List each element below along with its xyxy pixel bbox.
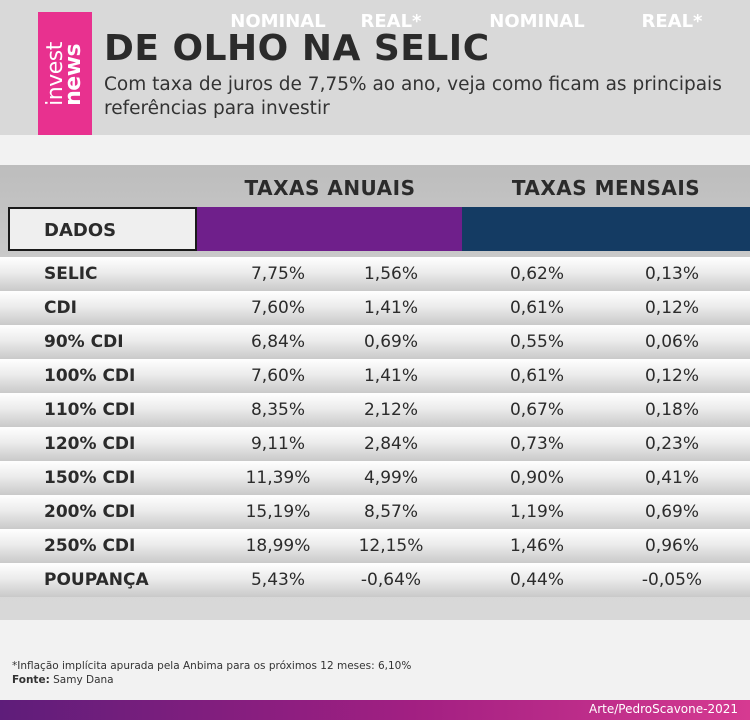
monthly-real-value: 0,18% <box>644 400 699 420</box>
table-row: POUPANÇA 5,43% -0,64% 0,44% -0,05% <box>0 563 750 597</box>
annual-real-value: -0,64% <box>360 570 422 590</box>
annual-real-value: 0,69% <box>363 332 418 352</box>
annual-nominal-value: 6,84% <box>250 332 305 352</box>
monthly-nominal-value: 0,55% <box>509 332 564 352</box>
table-row: 90% CDI 6,84% 0,69% 0,55% 0,06% <box>0 325 750 359</box>
row-label: 110% CDI <box>44 400 136 420</box>
annual-nominal-value: 18,99% <box>245 536 311 556</box>
monthly-nominal-value: 1,19% <box>509 502 564 522</box>
monthly-nominal-value: 0,73% <box>509 434 564 454</box>
row-label: 200% CDI <box>44 502 136 522</box>
annual-real-value: 4,99% <box>363 468 418 488</box>
group-header-monthly: TAXAS MENSAIS <box>511 176 701 200</box>
monthly-real-value: 0,23% <box>644 434 699 454</box>
monthly-real-value: 0,69% <box>644 502 699 522</box>
source-line: Fonte: Samy Dana <box>12 674 114 686</box>
row-label: 150% CDI <box>44 468 136 488</box>
annual-nominal-value: 11,39% <box>245 468 311 488</box>
table-row: 150% CDI 11,39% 4,99% 0,90% 0,41% <box>0 461 750 495</box>
investnews-logo: invest news <box>38 12 92 135</box>
annual-nominal-value: 5,43% <box>250 570 305 590</box>
annual-nominal-value: 7,60% <box>250 298 305 318</box>
monthly-nominal-value: 0,67% <box>509 400 564 420</box>
monthly-nominal-value: 0,44% <box>509 570 564 590</box>
header-annual-band <box>197 207 462 251</box>
row-label: SELIC <box>44 264 98 284</box>
annual-nominal-value: 9,11% <box>250 434 305 454</box>
monthly-real-value: -0,05% <box>641 570 703 590</box>
table-row: 100% CDI 7,60% 1,41% 0,61% 0,12% <box>0 359 750 393</box>
bottom-bar: Arte/PedroScavone-2021 <box>0 700 750 720</box>
header-dados-cell: DADOS <box>8 207 197 251</box>
source-label: Fonte: <box>12 674 50 686</box>
logo-text: invest news <box>43 42 86 106</box>
row-label: 250% CDI <box>44 536 136 556</box>
header-nominal-annual: NOMINAL <box>230 11 326 32</box>
page-subtitle: Com taxa de juros de 7,75% ao ano, veja … <box>104 74 722 119</box>
annual-real-value: 12,15% <box>358 536 424 556</box>
annual-nominal-value: 15,19% <box>245 502 311 522</box>
group-header-annual: TAXAS ANUAIS <box>244 176 416 200</box>
annual-nominal-value: 7,75% <box>250 264 305 284</box>
annual-real-value: 1,41% <box>363 298 418 318</box>
monthly-real-value: 0,12% <box>644 366 699 386</box>
monthly-real-value: 0,96% <box>644 536 699 556</box>
monthly-nominal-value: 0,61% <box>509 298 564 318</box>
monthly-real-value: 0,06% <box>644 332 699 352</box>
annual-real-value: 2,12% <box>363 400 418 420</box>
row-label: 120% CDI <box>44 434 136 454</box>
art-credit: Arte/PedroScavone-2021 <box>589 702 738 716</box>
inflation-footnote: *Inflação implícita apurada pela Anbima … <box>12 660 412 672</box>
annual-nominal-value: 8,35% <box>250 400 305 420</box>
annual-real-value: 1,41% <box>363 366 418 386</box>
table-row: 110% CDI 8,35% 2,12% 0,67% 0,18% <box>0 393 750 427</box>
header-monthly-band <box>462 207 750 251</box>
monthly-nominal-value: 1,46% <box>509 536 564 556</box>
annual-nominal-value: 7,60% <box>250 366 305 386</box>
row-label: POUPANÇA <box>44 570 149 590</box>
header-real-annual: REAL* <box>360 11 422 32</box>
header: invest news DE OLHO NA SELIC Com taxa de… <box>0 0 750 135</box>
annual-real-value: 8,57% <box>363 502 418 522</box>
table-row: 200% CDI 15,19% 8,57% 1,19% 0,69% <box>0 495 750 529</box>
row-label: 100% CDI <box>44 366 136 386</box>
header-dados-label: DADOS <box>44 220 117 241</box>
row-label: CDI <box>44 298 77 318</box>
monthly-real-value: 0,12% <box>644 298 699 318</box>
table-row: 120% CDI 9,11% 2,84% 0,73% 0,23% <box>0 427 750 461</box>
table-row: 250% CDI 18,99% 12,15% 1,46% 0,96% <box>0 529 750 563</box>
monthly-nominal-value: 0,61% <box>509 366 564 386</box>
monthly-real-value: 0,41% <box>644 468 699 488</box>
header-nominal-monthly: NOMINAL <box>489 11 585 32</box>
source-value: Samy Dana <box>49 674 114 686</box>
monthly-real-value: 0,13% <box>644 264 699 284</box>
annual-real-value: 2,84% <box>363 434 418 454</box>
monthly-nominal-value: 0,62% <box>509 264 564 284</box>
separator-band <box>0 135 750 165</box>
row-label: 90% CDI <box>44 332 124 352</box>
annual-real-value: 1,56% <box>363 264 418 284</box>
footer <box>0 620 750 700</box>
table-row: CDI 7,60% 1,41% 0,61% 0,12% <box>0 291 750 325</box>
table-row: SELIC 7,75% 1,56% 0,62% 0,13% <box>0 257 750 291</box>
logo-line-2: news <box>61 43 86 106</box>
page-title: DE OLHO NA SELIC <box>104 28 490 69</box>
monthly-nominal-value: 0,90% <box>509 468 564 488</box>
header-real-monthly: REAL* <box>641 11 703 32</box>
